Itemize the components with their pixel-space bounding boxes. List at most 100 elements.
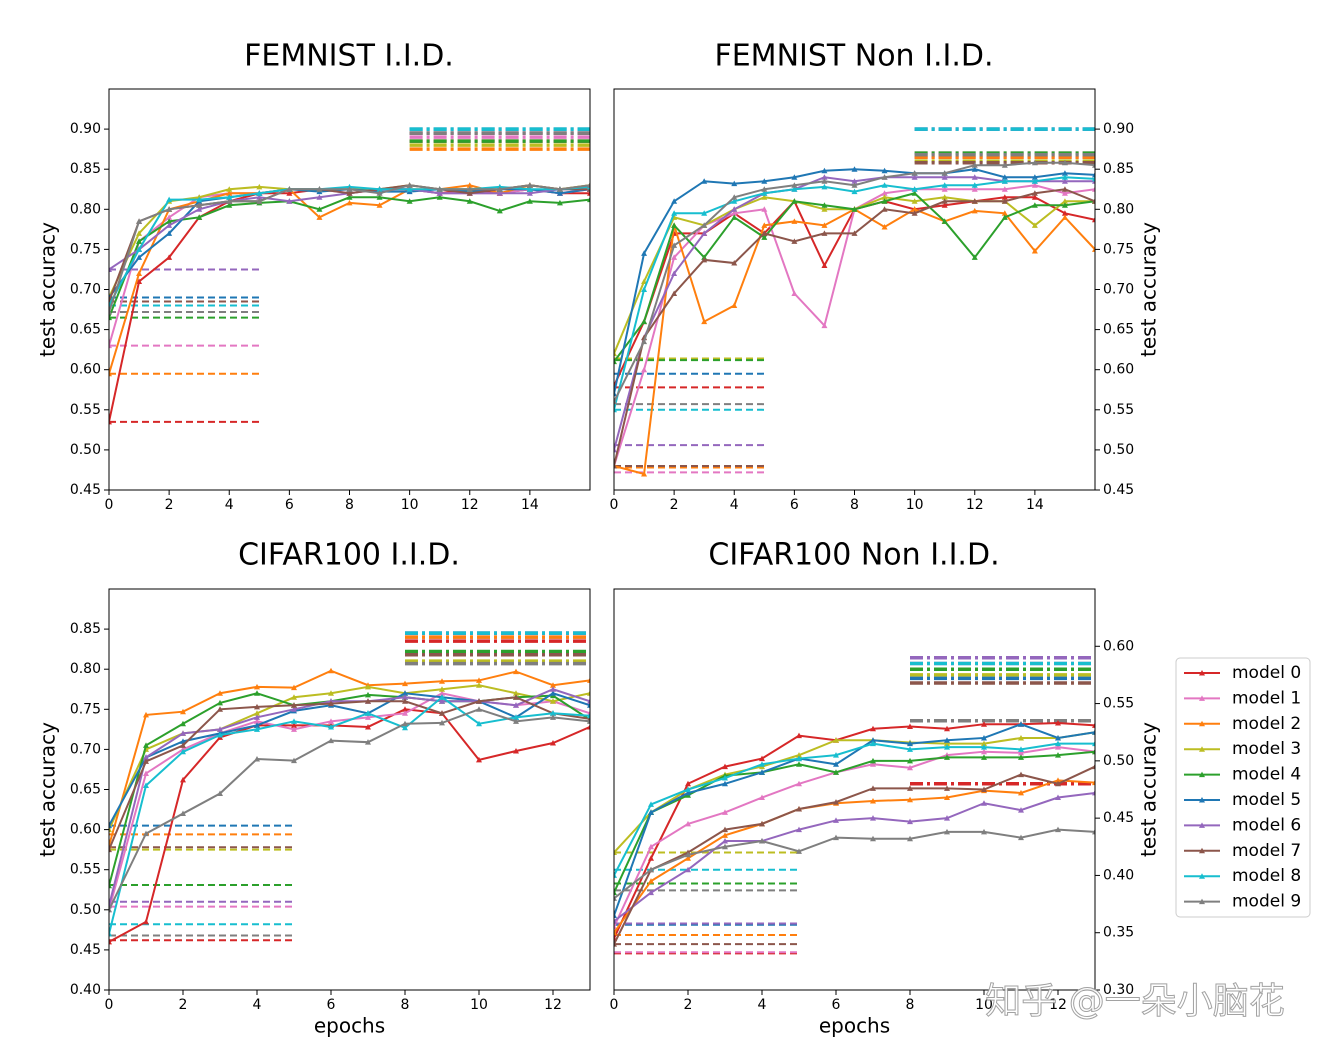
chart-title: CIFAR100 I.I.D.	[238, 538, 460, 573]
point-marker	[109, 314, 112, 321]
point-marker	[851, 166, 858, 172]
point-marker	[365, 723, 371, 730]
point-marker	[821, 262, 828, 268]
point-marker	[365, 714, 371, 720]
point-marker	[1061, 190, 1068, 196]
point-marker	[256, 183, 263, 190]
point-marker	[881, 198, 888, 204]
point-marker	[254, 726, 260, 732]
point-marker	[791, 290, 798, 297]
point-marker	[941, 202, 948, 208]
point-marker	[254, 714, 260, 720]
point-marker	[346, 199, 353, 206]
x-tick-label: 12	[544, 997, 562, 1013]
point-marker	[791, 182, 798, 188]
point-marker	[476, 720, 482, 727]
point-marker	[941, 182, 948, 188]
point-marker	[907, 757, 913, 764]
point-marker	[402, 698, 408, 704]
point-marker	[821, 167, 828, 174]
point-marker	[1055, 744, 1061, 750]
point-marker	[821, 206, 828, 212]
point-marker	[1055, 780, 1061, 787]
point-marker	[1055, 734, 1061, 741]
point-marker	[722, 780, 728, 787]
point-marker	[166, 206, 173, 212]
point-marker	[439, 678, 445, 684]
point-marker	[328, 700, 334, 707]
point-marker	[685, 866, 691, 873]
point-marker	[513, 748, 519, 754]
point-marker	[496, 190, 503, 196]
point-marker	[671, 198, 678, 204]
point-marker	[907, 835, 913, 842]
x-tick-label: 10	[470, 997, 488, 1013]
point-marker	[1018, 734, 1024, 741]
point-marker	[796, 732, 802, 739]
point-marker	[256, 194, 263, 200]
point-marker	[648, 843, 654, 850]
point-marker	[109, 846, 112, 853]
point-marker	[971, 166, 978, 172]
point-marker	[1018, 789, 1024, 796]
point-marker	[180, 738, 186, 744]
point-marker	[513, 668, 519, 675]
point-marker	[722, 809, 728, 815]
plot-area	[614, 655, 1095, 955]
point-marker	[614, 872, 617, 878]
point-marker	[971, 254, 978, 260]
point-marker	[971, 162, 978, 168]
x-axis-label: epochs	[314, 1014, 385, 1038]
point-marker	[821, 322, 828, 329]
legend-label: model 1	[1232, 688, 1301, 708]
y-tick-label: 0.45	[1103, 482, 1134, 498]
point-marker	[1092, 162, 1095, 168]
x-tick-label: 8	[401, 997, 410, 1013]
point-marker	[217, 699, 223, 706]
point-marker	[217, 790, 223, 797]
point-marker	[136, 278, 143, 284]
point-marker	[731, 210, 738, 216]
y-tick-label: 0.45	[1103, 810, 1134, 826]
point-marker	[166, 222, 173, 228]
point-marker	[944, 754, 950, 760]
point-marker	[911, 198, 918, 204]
x-tick-label: 12	[461, 497, 479, 513]
x-tick-label: 12	[966, 497, 984, 513]
point-marker	[881, 174, 888, 180]
point-marker	[911, 170, 918, 176]
y-tick-label: 0.75	[70, 701, 101, 717]
point-marker	[911, 190, 918, 196]
point-marker	[761, 190, 768, 196]
legend-marker	[1199, 746, 1205, 752]
point-marker	[1055, 826, 1061, 833]
x-tick-label: 4	[253, 997, 262, 1013]
point-marker	[406, 182, 413, 188]
point-marker	[791, 218, 798, 224]
series-line	[614, 746, 1095, 928]
legend-marker	[1199, 720, 1205, 727]
point-marker	[550, 686, 556, 692]
y-tick-label: 0.65	[70, 322, 101, 338]
point-marker	[944, 815, 950, 821]
point-marker	[796, 755, 802, 762]
point-marker	[526, 198, 533, 204]
point-marker	[759, 755, 765, 762]
point-marker	[821, 202, 828, 208]
plot-area	[614, 127, 1095, 477]
point-marker	[796, 761, 802, 767]
point-marker	[439, 719, 445, 726]
y-tick-label: 0.70	[70, 741, 101, 757]
x-tick-label: 4	[225, 497, 234, 513]
point-marker	[402, 680, 408, 687]
point-marker	[701, 256, 708, 263]
x-axis-label: epochs	[819, 1014, 890, 1038]
point-marker	[614, 918, 617, 924]
point-marker	[614, 462, 617, 469]
point-marker	[981, 748, 987, 755]
point-marker	[671, 242, 678, 248]
legend-label: model 7	[1232, 841, 1301, 861]
point-marker	[796, 780, 802, 787]
point-marker	[907, 785, 913, 791]
point-marker	[496, 207, 503, 214]
